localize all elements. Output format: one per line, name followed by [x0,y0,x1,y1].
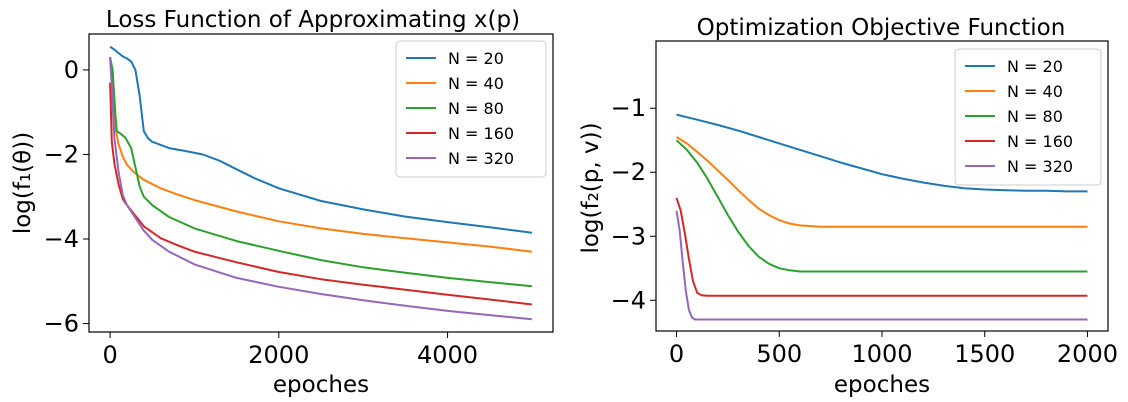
objective-chart-series-line-2 [675,139,1088,273]
loss-chart-series-line-2 [109,57,532,288]
objective-chart-y-ticks: −1 −2 −3 −4 [611,94,656,314]
loss-chart-legend: N = 20 N = 40 N = 80 N = 160 N = 320 [395,40,547,178]
objective-chart-legend-label-3: N = 160 [1007,132,1073,151]
loss-chart-x-label: epoches [273,372,369,398]
objective-chart-series-line-0 [676,113,1088,193]
loss-chart-legend-label-1: N = 40 [448,74,504,93]
loss-chart-x-tick-label: 4000 [417,341,478,369]
loss-chart-legend-label-4: N = 320 [448,149,514,168]
loss-chart-title: Loss Function of Approximating x(p) [106,7,520,33]
loss-chart: Loss Function of Approximating x(p) 0 200… [10,7,554,398]
loss-chart-frame [88,33,554,333]
objective-chart-series-line-3 [675,197,1088,297]
objective-chart-legend-label-0: N = 20 [1007,57,1063,76]
objective-chart-x-tick-label: 0 [669,340,684,368]
loss-chart-y-tick-label: 0 [64,56,79,84]
loss-chart-y-ticks: 0 −2 −4 −6 [44,56,89,338]
loss-chart-y-tick-label: −6 [44,310,79,338]
loss-chart-legend-label-3: N = 160 [448,124,514,143]
objective-chart-legend-box [954,48,1102,186]
loss-chart-series-line-1 [109,57,533,253]
loss-chart-legend-label-0: N = 20 [448,49,504,68]
loss-chart-y-tick-label: −4 [44,225,79,253]
loss-chart-x-tick-label: 2000 [248,341,309,369]
objective-chart-x-tick-label: 2000 [1057,340,1118,368]
objective-chart-y-tick-label: −1 [611,94,646,122]
objective-chart-legend-label-4: N = 320 [1007,157,1073,176]
loss-chart-lines [109,45,533,321]
objective-chart-y-tick-label: −2 [611,158,646,186]
loss-chart-legend-box [395,40,547,178]
loss-chart-x-tick-label: 0 [102,341,117,369]
objective-chart-x-tick-label: 500 [756,340,802,368]
loss-chart-series-line-0 [109,45,533,234]
objective-chart-series-line-4 [675,210,1088,321]
loss-chart-x-ticks: 0 2000 4000 [102,332,478,369]
loss-chart-series-line-3 [109,82,533,306]
objective-chart: Optimization Objective Function 0 500 1000… [578,15,1118,398]
objective-chart-x-tick-label: 1500 [954,340,1015,368]
loss-chart-y-label: log(f₁(θ)) [10,132,36,234]
objective-chart-title: Optimization Objective Function [697,15,1066,41]
objective-chart-legend-label-1: N = 40 [1007,82,1063,101]
objective-chart-legend-label-2: N = 80 [1007,107,1063,126]
objective-chart-y-tick-label: −3 [611,222,646,250]
loss-chart-y-tick-label: −2 [44,140,79,168]
objective-chart-x-label: epoches [834,372,930,398]
objective-chart-series-line-1 [675,136,1088,228]
objective-chart-legend: N = 20 N = 40 N = 80 N = 160 N = 320 [954,48,1102,186]
objective-chart-x-tick-label: 1000 [851,340,912,368]
loss-chart-legend-label-2: N = 80 [448,99,504,118]
loss-chart-series-line-4 [109,57,532,321]
objective-chart-lines [675,113,1088,321]
objective-chart-x-ticks: 0 500 1000 1500 2000 [669,331,1118,368]
objective-chart-y-label: log(f₂(p, v)) [578,122,604,253]
objective-chart-y-tick-label: −4 [611,286,646,314]
